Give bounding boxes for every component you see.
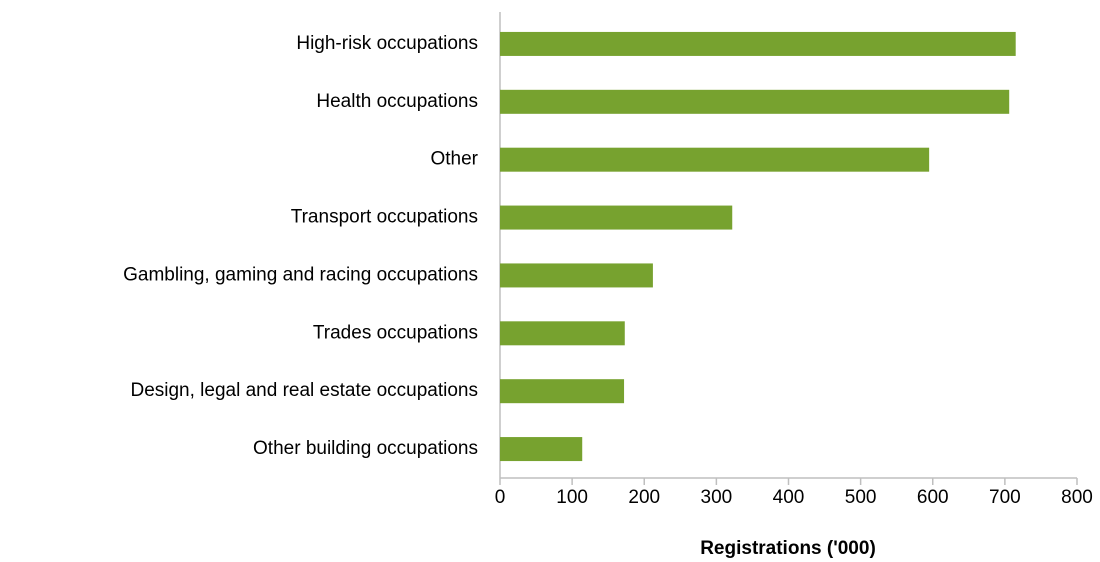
y-tick-label: Health occupations — [316, 91, 478, 112]
x-tick-label: 600 — [917, 487, 949, 508]
bar — [500, 205, 733, 230]
x-tick-label: 400 — [773, 487, 805, 508]
y-tick-label: Other building occupations — [253, 438, 478, 459]
x-tick-label: 700 — [989, 487, 1021, 508]
x-tick-label: 300 — [701, 487, 733, 508]
y-tick-label: Gambling, gaming and racing occupations — [123, 264, 478, 285]
bar — [500, 263, 653, 288]
x-tick-label: 500 — [845, 487, 877, 508]
y-tick-label: Transport occupations — [291, 207, 478, 228]
x-tick-label: 200 — [628, 487, 660, 508]
bar — [500, 147, 930, 172]
bar — [500, 437, 583, 462]
bar — [500, 89, 1010, 114]
x-tick-label: 0 — [495, 487, 506, 508]
x-tick-label: 100 — [556, 487, 588, 508]
bar — [500, 379, 625, 404]
y-tick-label: Design, legal and real estate occupation… — [130, 380, 478, 401]
bar — [500, 31, 1016, 56]
y-tick-label: Trades occupations — [313, 322, 478, 343]
y-tick-label: Other — [430, 149, 478, 170]
bar — [500, 321, 625, 346]
x-axis-title: Registrations ('000) — [700, 538, 876, 559]
x-tick-label: 800 — [1061, 487, 1093, 508]
y-tick-label: High-risk occupations — [296, 33, 478, 54]
